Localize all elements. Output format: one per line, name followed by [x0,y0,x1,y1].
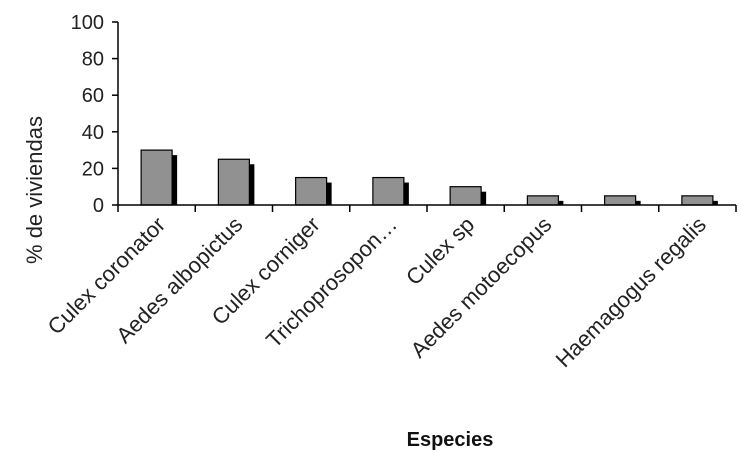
y-tick-label: 40 [82,122,104,144]
y-tick-label: 60 [82,85,104,107]
y-tick-labels: 0 20 40 60 80 100 [71,12,104,217]
x-tick-label: Trichoprosopon… [261,212,402,353]
bar [295,176,328,206]
bars [140,149,718,206]
y-tick-label: 20 [82,158,104,180]
bar [526,195,559,206]
bar [681,195,714,206]
bar [604,195,637,206]
x-axis [117,204,737,212]
x-axis-title: Especies [407,429,494,451]
x-tick-label: Culex sp [401,212,479,290]
y-axis [112,21,119,206]
bar [449,186,482,206]
y-axis-title: % de viviendas [22,116,47,264]
bar [217,158,250,206]
y-tick-label: 0 [93,195,104,217]
bar [140,149,173,206]
bar [372,176,405,206]
y-tick-label: 100 [71,12,104,34]
x-tick-label: Aedes motoecopus [406,212,557,363]
x-tick-label: Haemagogus regalis [551,212,711,372]
y-tick-label: 80 [82,49,104,71]
